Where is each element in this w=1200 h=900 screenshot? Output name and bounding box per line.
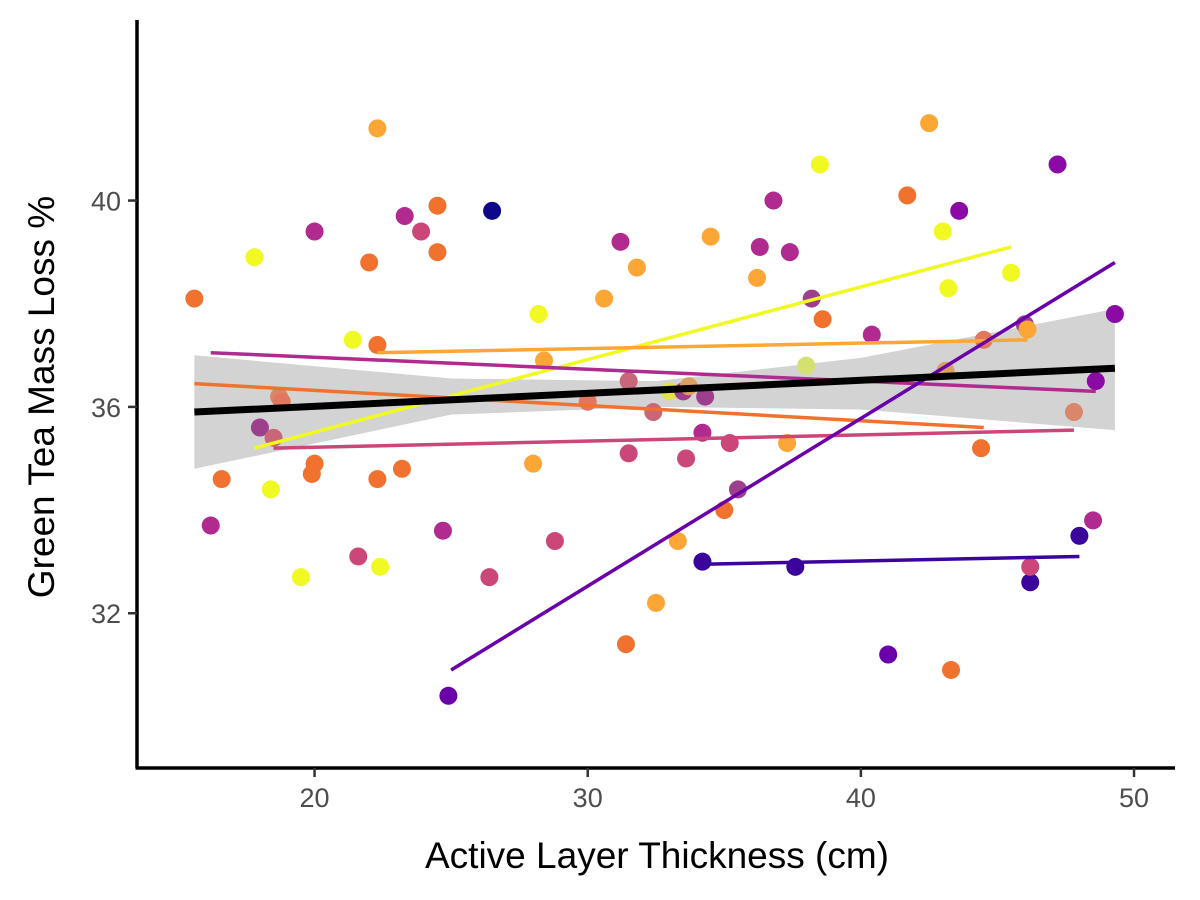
data-point (693, 552, 712, 571)
group-fit-line (450, 260, 1116, 672)
data-point (810, 155, 829, 174)
x-tick-label: 50 (1119, 783, 1149, 813)
data-point (1018, 320, 1037, 339)
data-point (797, 356, 816, 375)
data-point (291, 568, 310, 587)
data-point (483, 201, 502, 220)
data-point (933, 222, 952, 241)
data-point (428, 243, 447, 262)
group-fit-line (377, 338, 1028, 355)
data-point (428, 196, 447, 215)
x-tick-label: 40 (846, 783, 876, 813)
group-fit-line (210, 350, 1096, 394)
data-point (412, 222, 431, 241)
data-point (696, 387, 715, 406)
data-point (1064, 403, 1083, 422)
group-fit-line (702, 554, 1080, 566)
data-point (1021, 573, 1040, 592)
data-point (950, 201, 969, 220)
data-point (942, 660, 961, 679)
data-point (750, 237, 769, 256)
data-point (185, 289, 204, 308)
x-tick-label: 20 (300, 783, 330, 813)
data-point (813, 310, 832, 329)
data-point (939, 279, 958, 298)
data-point (305, 454, 324, 473)
data-point (616, 635, 635, 654)
data-point (529, 305, 548, 324)
data-point (595, 289, 614, 308)
data-point (677, 449, 696, 468)
x-tick-label: 30 (573, 783, 603, 813)
data-point (212, 470, 231, 489)
data-point (1002, 263, 1021, 282)
data-point (349, 547, 368, 566)
data-point (360, 253, 379, 272)
data-point (764, 191, 783, 210)
data-point (728, 480, 747, 499)
data-point (1084, 511, 1103, 530)
overall-fit-line (194, 364, 1116, 416)
data-point (644, 403, 663, 422)
data-point (619, 444, 638, 463)
data-point (535, 351, 554, 370)
data-point (1048, 155, 1067, 174)
data-point (368, 335, 387, 354)
y-tick-label: 40 (91, 187, 121, 217)
data-point (1021, 557, 1040, 576)
data-point (898, 186, 917, 205)
y-axis-title: Green Tea Mass Loss % (21, 196, 62, 598)
group-fit-line (273, 428, 1074, 450)
data-point (305, 222, 324, 241)
x-axis-title: Active Layer Thickness (cm) (425, 835, 889, 876)
data-point (250, 418, 269, 437)
axes-layer: 20 30 40 50 32 36 40 (91, 20, 1175, 813)
data-point (780, 243, 799, 262)
data-point (201, 516, 220, 535)
data-point (862, 325, 881, 344)
data-point (368, 470, 387, 489)
overall-fit-layer (194, 364, 1116, 416)
data-point (480, 568, 499, 587)
data-point (395, 207, 414, 226)
data-point (368, 119, 387, 138)
data-point (1086, 372, 1105, 391)
data-point (778, 434, 797, 453)
data-point (392, 459, 411, 478)
data-point (972, 439, 991, 458)
y-tick-label: 36 (91, 393, 121, 423)
data-point (701, 227, 720, 246)
data-point (748, 268, 767, 287)
group-fit-lines-layer (194, 245, 1116, 672)
data-point (1070, 526, 1089, 545)
data-point (245, 248, 264, 267)
data-point (433, 521, 452, 540)
data-point (647, 593, 665, 612)
data-point (371, 557, 390, 576)
data-point (1105, 305, 1124, 324)
data-point (524, 454, 543, 473)
data-point (627, 258, 646, 277)
data-point (343, 330, 362, 349)
data-point (920, 114, 939, 133)
data-point (668, 532, 687, 551)
data-point (545, 532, 564, 551)
data-point (261, 480, 280, 499)
data-point (439, 686, 458, 705)
data-point (619, 372, 638, 391)
data-point (879, 645, 898, 664)
data-point (611, 232, 630, 251)
y-tick-label: 32 (91, 599, 121, 629)
group-fit-line (194, 381, 984, 430)
